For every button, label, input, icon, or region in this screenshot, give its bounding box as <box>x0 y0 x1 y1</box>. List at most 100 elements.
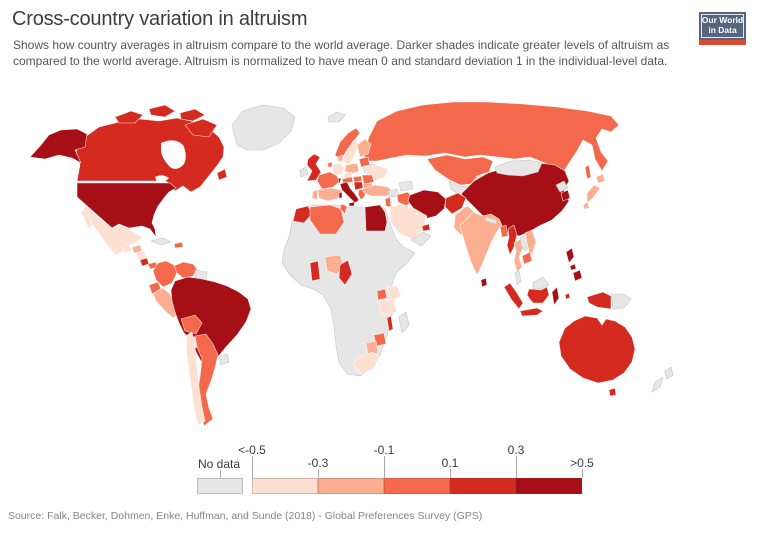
country-north-korea[interactable] <box>555 180 569 193</box>
region-western-balkans[interactable] <box>353 181 364 191</box>
legend-no-data-label: No data <box>198 457 241 471</box>
country-guatemala[interactable] <box>121 243 133 254</box>
country-myanmar[interactable] <box>506 224 518 256</box>
country-cameroon[interactable] <box>338 259 353 286</box>
legend-band-2[interactable] <box>318 478 384 494</box>
italy-sicily[interactable] <box>348 201 356 207</box>
country-tunisia[interactable] <box>339 203 348 215</box>
country-finland[interactable] <box>356 138 372 158</box>
philippines-visayas[interactable] <box>569 263 577 271</box>
owid-logo-accent-bar <box>699 40 746 45</box>
country-morocco[interactable] <box>292 205 313 224</box>
country-papua-new-guinea[interactable] <box>610 293 632 310</box>
italy-sardinia[interactable] <box>338 191 343 199</box>
country-alaska[interactable] <box>29 128 88 164</box>
indonesia-borneo-south[interactable] <box>526 286 550 304</box>
country-greenland[interactable] <box>231 104 296 151</box>
country-uruguay[interactable] <box>218 353 230 366</box>
country-ireland[interactable] <box>299 166 309 178</box>
baja-california[interactable] <box>80 209 93 230</box>
country-malawi[interactable] <box>386 315 394 332</box>
country-spain[interactable] <box>317 187 343 202</box>
arctic-island-3[interactable] <box>179 108 206 122</box>
country-brazil[interactable] <box>170 276 252 370</box>
indonesia-java[interactable] <box>519 307 544 317</box>
country-bolivia[interactable] <box>180 314 203 335</box>
country-chile[interactable] <box>185 331 206 426</box>
arctic-island-2[interactable] <box>148 104 176 118</box>
country-australia[interactable] <box>558 315 636 384</box>
japan-kyushu[interactable] <box>582 201 590 210</box>
country-afghanistan[interactable] <box>444 192 467 215</box>
country-india[interactable] <box>459 211 503 276</box>
country-tanzania[interactable] <box>378 298 398 317</box>
country-sri-lanka[interactable] <box>480 277 488 288</box>
country-nepal[interactable] <box>484 216 498 225</box>
country-austria[interactable] <box>341 176 354 184</box>
country-kazakhstan[interactable] <box>426 154 494 186</box>
country-cambodia[interactable] <box>521 251 533 265</box>
country-haiti[interactable] <box>173 241 184 249</box>
legend-tick-label-0: <-0.5 <box>238 443 266 457</box>
country-mexico[interactable] <box>82 205 144 256</box>
country-madagascar[interactable] <box>398 311 410 334</box>
owid-logo[interactable]: Our World in Data <box>699 12 746 45</box>
country-russia[interactable] <box>362 101 620 174</box>
malaysia-borneo-north[interactable] <box>532 276 550 290</box>
indonesia-sumatra[interactable] <box>503 282 524 310</box>
country-france[interactable] <box>316 171 340 190</box>
country-kenya[interactable] <box>386 284 402 302</box>
country-netherlands[interactable] <box>327 161 333 168</box>
legend-band-4[interactable] <box>450 478 516 494</box>
indonesia-west-papua[interactable] <box>586 291 612 310</box>
legend-band-3[interactable] <box>384 478 450 494</box>
country-ghana[interactable] <box>309 260 321 282</box>
country-uganda[interactable] <box>376 288 388 301</box>
region-jordan-israel[interactable] <box>384 196 392 208</box>
philippines-mindanao[interactable] <box>572 269 583 282</box>
country-algeria[interactable] <box>309 204 345 235</box>
country-uae[interactable] <box>421 223 431 232</box>
indonesia-sulawesi[interactable] <box>551 286 560 306</box>
world-choropleth-map <box>29 101 674 427</box>
arctic-island-1[interactable] <box>114 110 144 124</box>
legend-band-1[interactable] <box>252 478 318 494</box>
country-united-states[interactable] <box>76 182 177 238</box>
region-caucasus[interactable] <box>398 180 414 192</box>
region-yemen-oman[interactable] <box>410 231 432 247</box>
country-botswana[interactable] <box>365 340 379 356</box>
baffin-island[interactable] <box>184 118 218 138</box>
philippines-luzon[interactable] <box>565 247 575 264</box>
legend-tick-label-3: 0.1 <box>441 456 459 470</box>
page-title: Cross-country variation in altruism <box>12 8 308 30</box>
country-poland[interactable] <box>344 162 360 175</box>
country-south-africa[interactable] <box>352 351 380 375</box>
indonesia-moluccas[interactable] <box>564 292 571 300</box>
country-venezuela[interactable] <box>173 261 198 279</box>
new-zealand-south-island[interactable] <box>651 376 664 393</box>
country-iceland[interactable] <box>327 111 346 123</box>
country-canada[interactable] <box>75 117 225 193</box>
country-honduras[interactable] <box>131 244 143 254</box>
great-lakes <box>155 175 169 183</box>
caspian-sea <box>422 171 433 189</box>
legend-no-data-swatch[interactable] <box>197 478 243 494</box>
country-italy[interactable] <box>339 181 360 204</box>
country-cuba[interactable] <box>150 237 172 246</box>
sakhalin-island[interactable] <box>584 164 592 180</box>
country-romania[interactable] <box>361 174 375 185</box>
malaysia-peninsula[interactable] <box>514 270 522 286</box>
country-portugal[interactable] <box>311 189 319 201</box>
japan-hokkaido[interactable] <box>595 173 606 184</box>
legend-band-5[interactable] <box>516 478 582 494</box>
new-zealand-north-island[interactable] <box>664 366 674 380</box>
japan-honshu[interactable] <box>586 184 601 204</box>
newfoundland[interactable] <box>216 168 228 181</box>
country-mongolia[interactable] <box>494 159 543 177</box>
country-south-korea[interactable] <box>560 189 571 202</box>
country-egypt[interactable] <box>364 204 388 232</box>
country-bangladesh[interactable] <box>499 224 509 238</box>
country-denmark[interactable] <box>337 154 344 162</box>
australia-tasmania[interactable] <box>608 387 617 397</box>
country-hungary[interactable] <box>352 175 363 183</box>
